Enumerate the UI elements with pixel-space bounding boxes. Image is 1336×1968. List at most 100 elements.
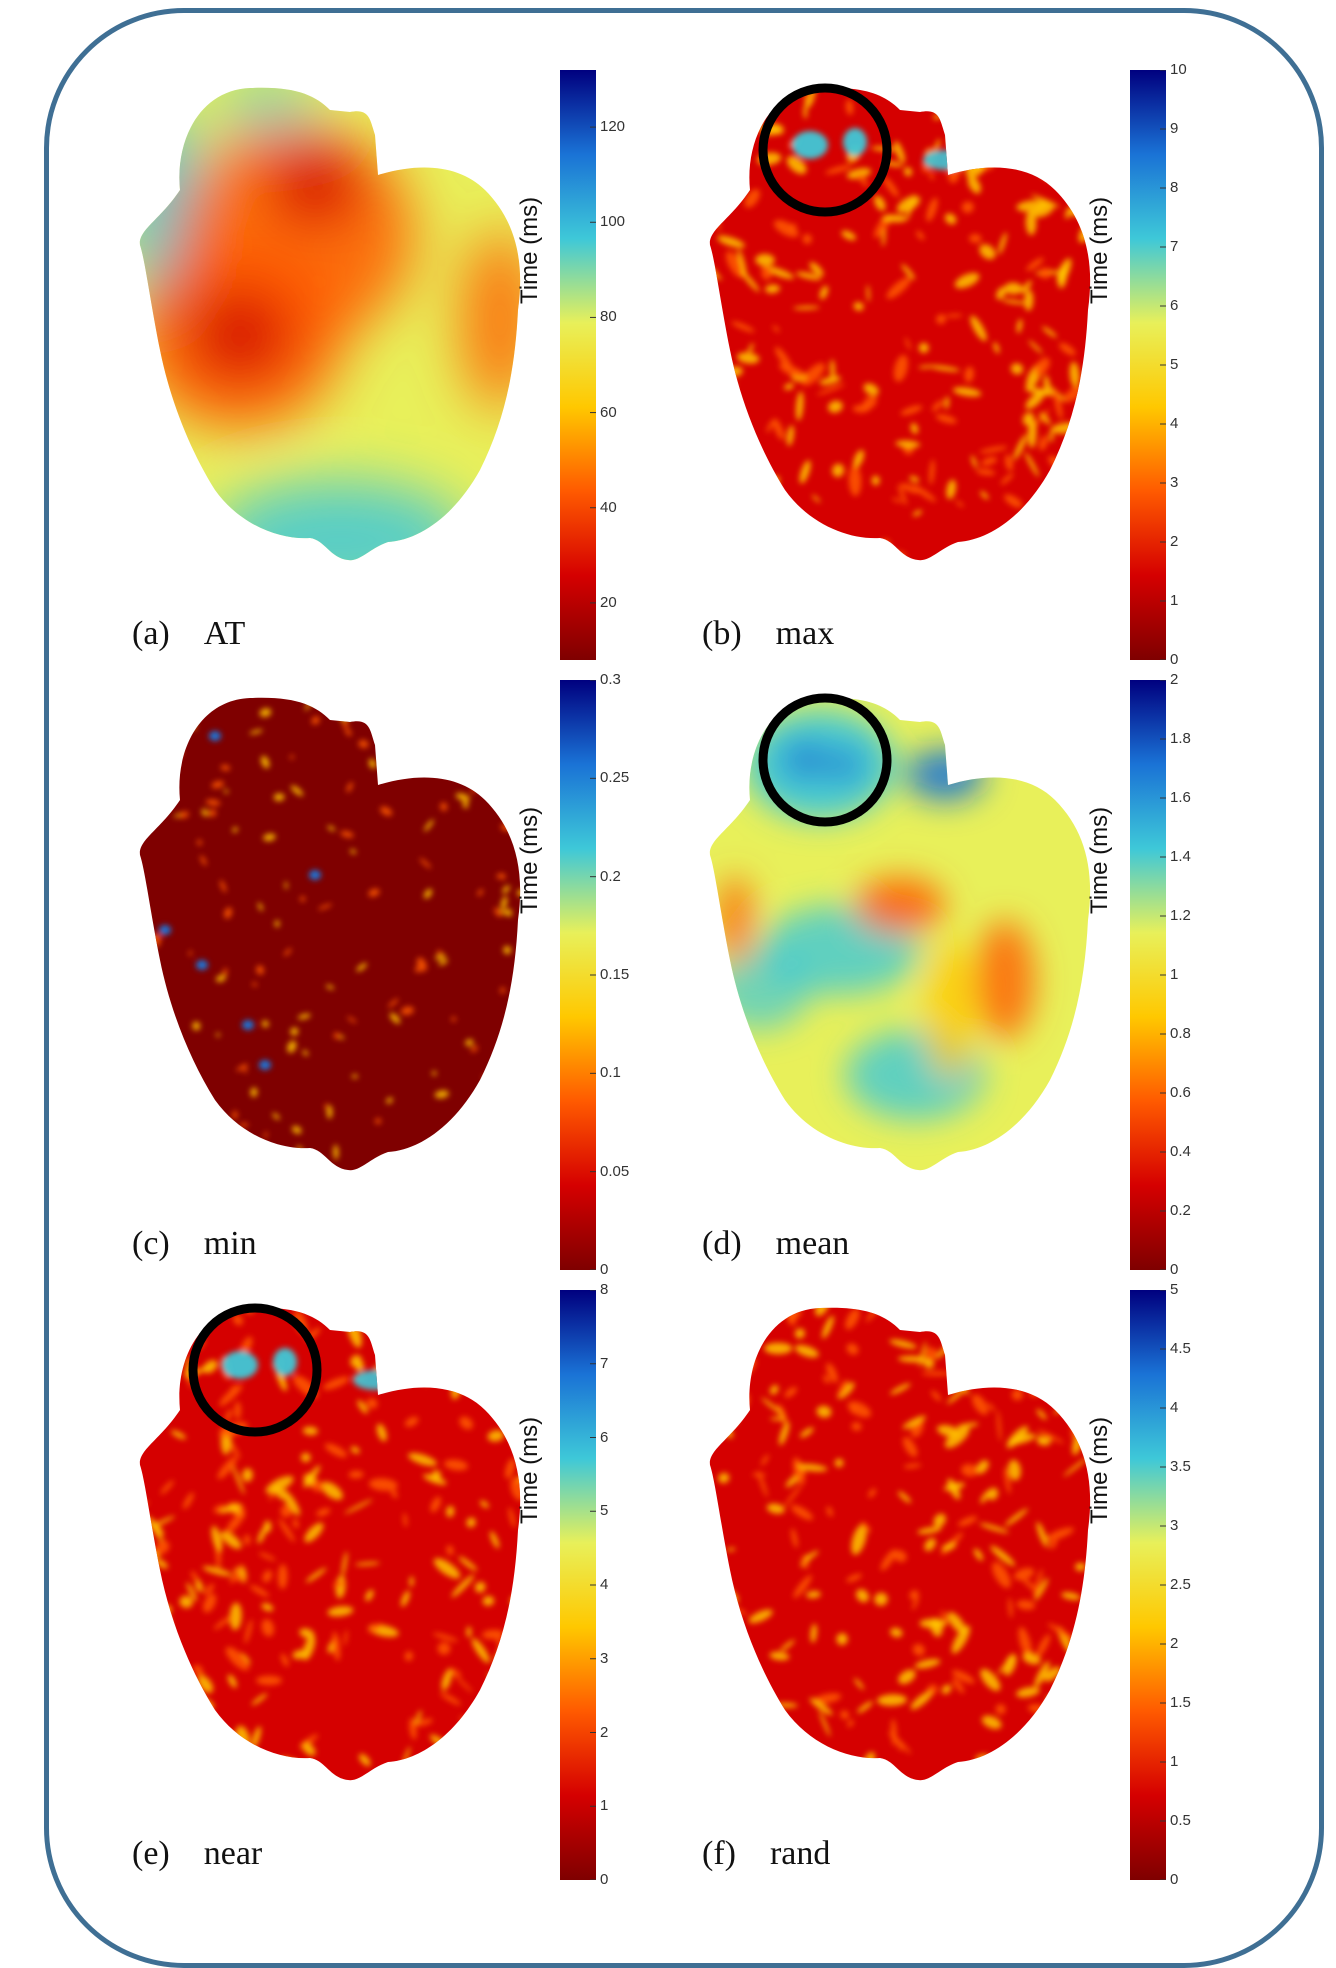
speckle (1004, 1467, 1011, 1495)
speckle (291, 1125, 302, 1134)
speckle (725, 251, 744, 278)
speckle (795, 391, 804, 421)
speckle (786, 155, 807, 175)
speckle (143, 1394, 157, 1416)
speckle (404, 1651, 414, 1661)
speckle (161, 1320, 173, 1335)
speckle (748, 1609, 773, 1624)
speckle (159, 1769, 171, 1774)
speckle (1011, 1389, 1024, 1401)
speckle (773, 418, 785, 440)
speckle (219, 880, 227, 893)
speckle (816, 1405, 832, 1418)
speckle (999, 1375, 1011, 1384)
speckle (147, 1591, 162, 1604)
speckle (256, 965, 265, 975)
speckle (896, 195, 921, 213)
speckle (1030, 194, 1060, 208)
speckle (192, 1021, 201, 1031)
speckle (433, 1558, 461, 1579)
speckle (443, 1459, 469, 1471)
speckle (712, 1403, 727, 1435)
speckle (518, 1706, 521, 1727)
speckle (366, 1398, 378, 1409)
speckle (365, 1589, 374, 1602)
speckle (260, 755, 270, 769)
speckle (880, 1549, 897, 1571)
speckle (170, 1745, 182, 1759)
speckle (745, 545, 767, 557)
speckle (971, 455, 978, 469)
colorbar-tick-label: 10 (1170, 61, 1187, 78)
colorbar-tick-label: 20 (600, 593, 617, 611)
speckle (219, 1384, 243, 1407)
speckle (819, 1710, 831, 1737)
speckle (1039, 412, 1051, 425)
speckle (979, 1523, 1009, 1534)
speckle (927, 1307, 939, 1318)
speckle (283, 948, 292, 957)
speckle (881, 228, 886, 247)
speckle (982, 1307, 994, 1319)
colorbar-tick-label: 0 (600, 1871, 609, 1888)
speckle (926, 197, 938, 222)
speckle (516, 889, 521, 897)
speckle (1086, 93, 1091, 104)
colorbar-b (1130, 70, 1166, 660)
speckle (973, 1548, 984, 1561)
speckle (509, 1647, 521, 1660)
speckle (761, 265, 772, 281)
speckle (1075, 1562, 1086, 1572)
speckle (441, 1669, 452, 1691)
speckle (474, 1581, 486, 1593)
speckle (446, 1545, 454, 1556)
speckle (351, 1074, 358, 1079)
colorbar-tick-label: 40 (600, 498, 617, 516)
colorbar-tick-label: 3 (1170, 474, 1179, 491)
speckle (465, 1039, 474, 1047)
speckle (329, 1309, 335, 1320)
colorbar-tick-label: 0.2 (600, 867, 621, 885)
speckle (826, 1362, 838, 1383)
speckle (281, 1489, 301, 1516)
speckle (909, 1590, 919, 1600)
speckle (796, 1463, 828, 1472)
speckle (470, 1045, 478, 1053)
low-region (975, 920, 1035, 1040)
speckle (709, 117, 728, 141)
speckle (406, 1343, 420, 1357)
speckle (819, 376, 841, 385)
speckle (350, 1446, 360, 1454)
speckle (715, 1743, 727, 1769)
speckle (451, 1574, 475, 1598)
speckle (1034, 1661, 1050, 1688)
speckle (222, 968, 228, 976)
speckle (944, 396, 950, 410)
speckle (725, 481, 737, 512)
panel-title-f: rand (769, 1835, 831, 1872)
speckle (1043, 375, 1051, 396)
speckle (327, 1606, 354, 1617)
peak-spot (905, 749, 985, 801)
panel-tag-a: (a) (132, 615, 170, 652)
panel-tag-f: (f) (702, 1835, 736, 1872)
speckle (153, 1119, 163, 1131)
colorbar-label-b: Time (ms) (1086, 196, 1113, 304)
speckle (793, 1574, 812, 1599)
speckle (448, 1667, 462, 1678)
peak-spot (209, 731, 221, 741)
panel-title-b: max (775, 615, 835, 652)
colorbar-tick-label: 6 (1170, 297, 1179, 314)
speckle (1018, 1626, 1032, 1658)
speckle (918, 1341, 927, 1368)
speckle (780, 1639, 795, 1652)
speckle (155, 1540, 170, 1555)
speckle (990, 1361, 1004, 1382)
speckle (1073, 186, 1085, 199)
speckle (431, 1470, 442, 1481)
colorbar-tick-label: 60 (600, 403, 617, 421)
speckle (766, 419, 775, 433)
speckle (252, 982, 258, 987)
speckle (1090, 495, 1091, 502)
speckle (806, 1590, 821, 1599)
